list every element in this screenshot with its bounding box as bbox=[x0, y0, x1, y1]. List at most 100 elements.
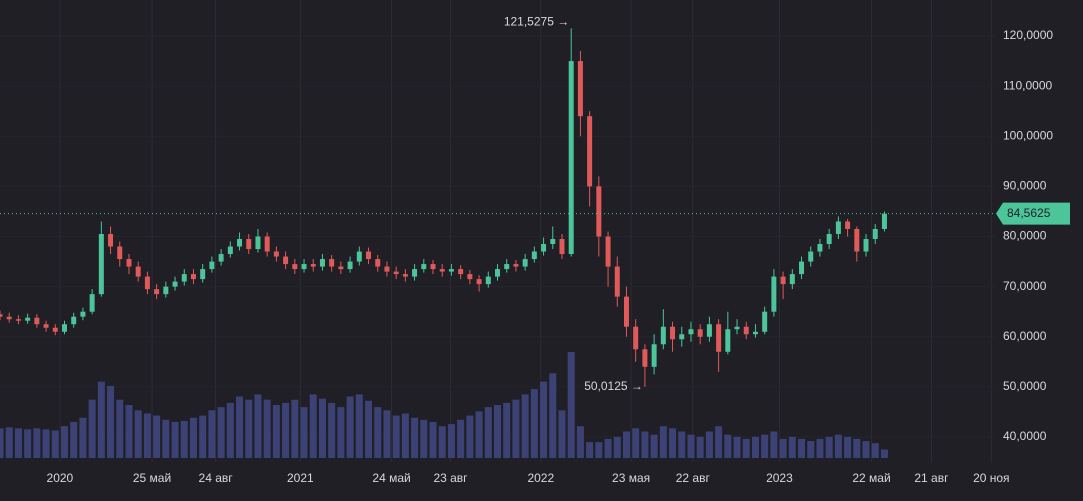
volume-bar bbox=[226, 402, 234, 458]
candle-body bbox=[872, 228, 878, 240]
volume-bar bbox=[392, 415, 400, 458]
candle-body bbox=[734, 326, 740, 330]
candle-body bbox=[550, 239, 556, 245]
candle-body bbox=[421, 264, 427, 270]
candle-body bbox=[393, 271, 399, 275]
volume-bar bbox=[659, 426, 667, 458]
candle-body bbox=[697, 329, 703, 337]
volume-bar bbox=[742, 438, 750, 458]
candle-body bbox=[845, 221, 851, 229]
candle-body bbox=[319, 259, 325, 267]
candle-body bbox=[660, 326, 666, 345]
candle-body bbox=[863, 239, 869, 252]
candle-body bbox=[679, 334, 685, 340]
candle-body bbox=[80, 311, 86, 317]
candle-body bbox=[144, 276, 150, 290]
volume-bar bbox=[687, 434, 695, 458]
volume-bar bbox=[880, 449, 888, 458]
candle-body bbox=[34, 317, 40, 325]
volume-bar bbox=[318, 398, 326, 458]
volume-bar bbox=[438, 426, 446, 458]
volume-bar bbox=[365, 400, 373, 458]
y-tick-label: 100,0000 bbox=[1003, 128, 1053, 142]
candle-body bbox=[356, 251, 362, 262]
candle-body bbox=[448, 269, 454, 272]
volume-bar bbox=[549, 373, 557, 458]
candle-body bbox=[246, 239, 252, 250]
candle-body bbox=[531, 251, 537, 260]
candle-body bbox=[181, 274, 187, 282]
volume-bar bbox=[530, 389, 538, 458]
candle-body bbox=[218, 254, 224, 262]
volume-bar bbox=[79, 417, 87, 458]
y-tick-label: 110,0000 bbox=[1003, 78, 1052, 92]
candle-body bbox=[854, 228, 860, 252]
candle-body bbox=[384, 266, 390, 272]
volume-bar bbox=[171, 421, 179, 458]
candle-body bbox=[789, 274, 795, 285]
x-tick-label: 22 май bbox=[852, 471, 890, 485]
candle-body bbox=[430, 264, 436, 270]
candle-body bbox=[623, 296, 629, 327]
x-tick-label: 21 авг bbox=[914, 471, 949, 485]
candle-body bbox=[642, 349, 648, 367]
candle-body bbox=[190, 274, 196, 280]
volume-bar bbox=[60, 426, 68, 458]
volume-bar bbox=[770, 431, 778, 458]
candle-body bbox=[310, 264, 316, 267]
x-tick-label: 23 авг bbox=[433, 471, 468, 485]
volume-bar bbox=[733, 436, 741, 458]
volume-bar bbox=[844, 436, 852, 458]
candle-body bbox=[264, 236, 270, 252]
x-tick-label: 2022 bbox=[527, 471, 554, 485]
volume-bar bbox=[761, 434, 769, 458]
volume-bar bbox=[0, 428, 4, 458]
x-tick-label: 25 май bbox=[133, 471, 171, 485]
volume-bar bbox=[153, 415, 161, 458]
x-tick-label: 23 мая bbox=[612, 471, 650, 485]
candle-body bbox=[301, 264, 307, 270]
candle-body bbox=[292, 264, 298, 270]
volume-bar bbox=[484, 407, 492, 458]
candle-body bbox=[826, 233, 832, 245]
candle-body bbox=[808, 251, 814, 262]
volume-bar bbox=[116, 399, 124, 458]
candle-body bbox=[771, 276, 777, 312]
candle-body bbox=[706, 324, 712, 337]
volume-bar bbox=[401, 413, 409, 458]
candle-body bbox=[98, 233, 104, 295]
volume-bar bbox=[51, 430, 59, 458]
volume-bar bbox=[420, 419, 428, 458]
volume-bar bbox=[641, 431, 649, 458]
candle-body bbox=[209, 261, 215, 270]
volume-bar bbox=[263, 399, 271, 458]
volume-bar bbox=[429, 421, 437, 458]
candle-body bbox=[743, 326, 749, 335]
candle-body bbox=[0, 314, 3, 317]
volume-bar bbox=[328, 402, 336, 458]
volume-bar bbox=[346, 396, 354, 458]
volume-bar bbox=[189, 417, 197, 458]
candle-body bbox=[476, 279, 482, 285]
candle-body bbox=[43, 324, 49, 328]
min-annotation: 50,0125 → bbox=[584, 379, 643, 393]
x-tick-label: 24 авг bbox=[199, 471, 234, 485]
volume-bar bbox=[383, 410, 391, 458]
volume-bar bbox=[282, 402, 290, 458]
volume-bar bbox=[309, 394, 317, 458]
volume-bar bbox=[705, 431, 713, 458]
x-tick-label: 20 ноя bbox=[973, 471, 1009, 485]
volume-bar bbox=[217, 407, 225, 458]
volume-bar bbox=[871, 443, 879, 458]
candle-body bbox=[587, 116, 593, 187]
volume-bar bbox=[24, 429, 32, 458]
volume-bar bbox=[632, 428, 640, 458]
volume-bar bbox=[825, 436, 833, 458]
volume-bar bbox=[807, 441, 815, 458]
volume-bar bbox=[337, 407, 345, 458]
candle-body bbox=[688, 329, 694, 335]
candle-body bbox=[605, 236, 611, 267]
y-tick-label: 40,0000 bbox=[1003, 429, 1047, 443]
candle-body bbox=[614, 266, 620, 297]
